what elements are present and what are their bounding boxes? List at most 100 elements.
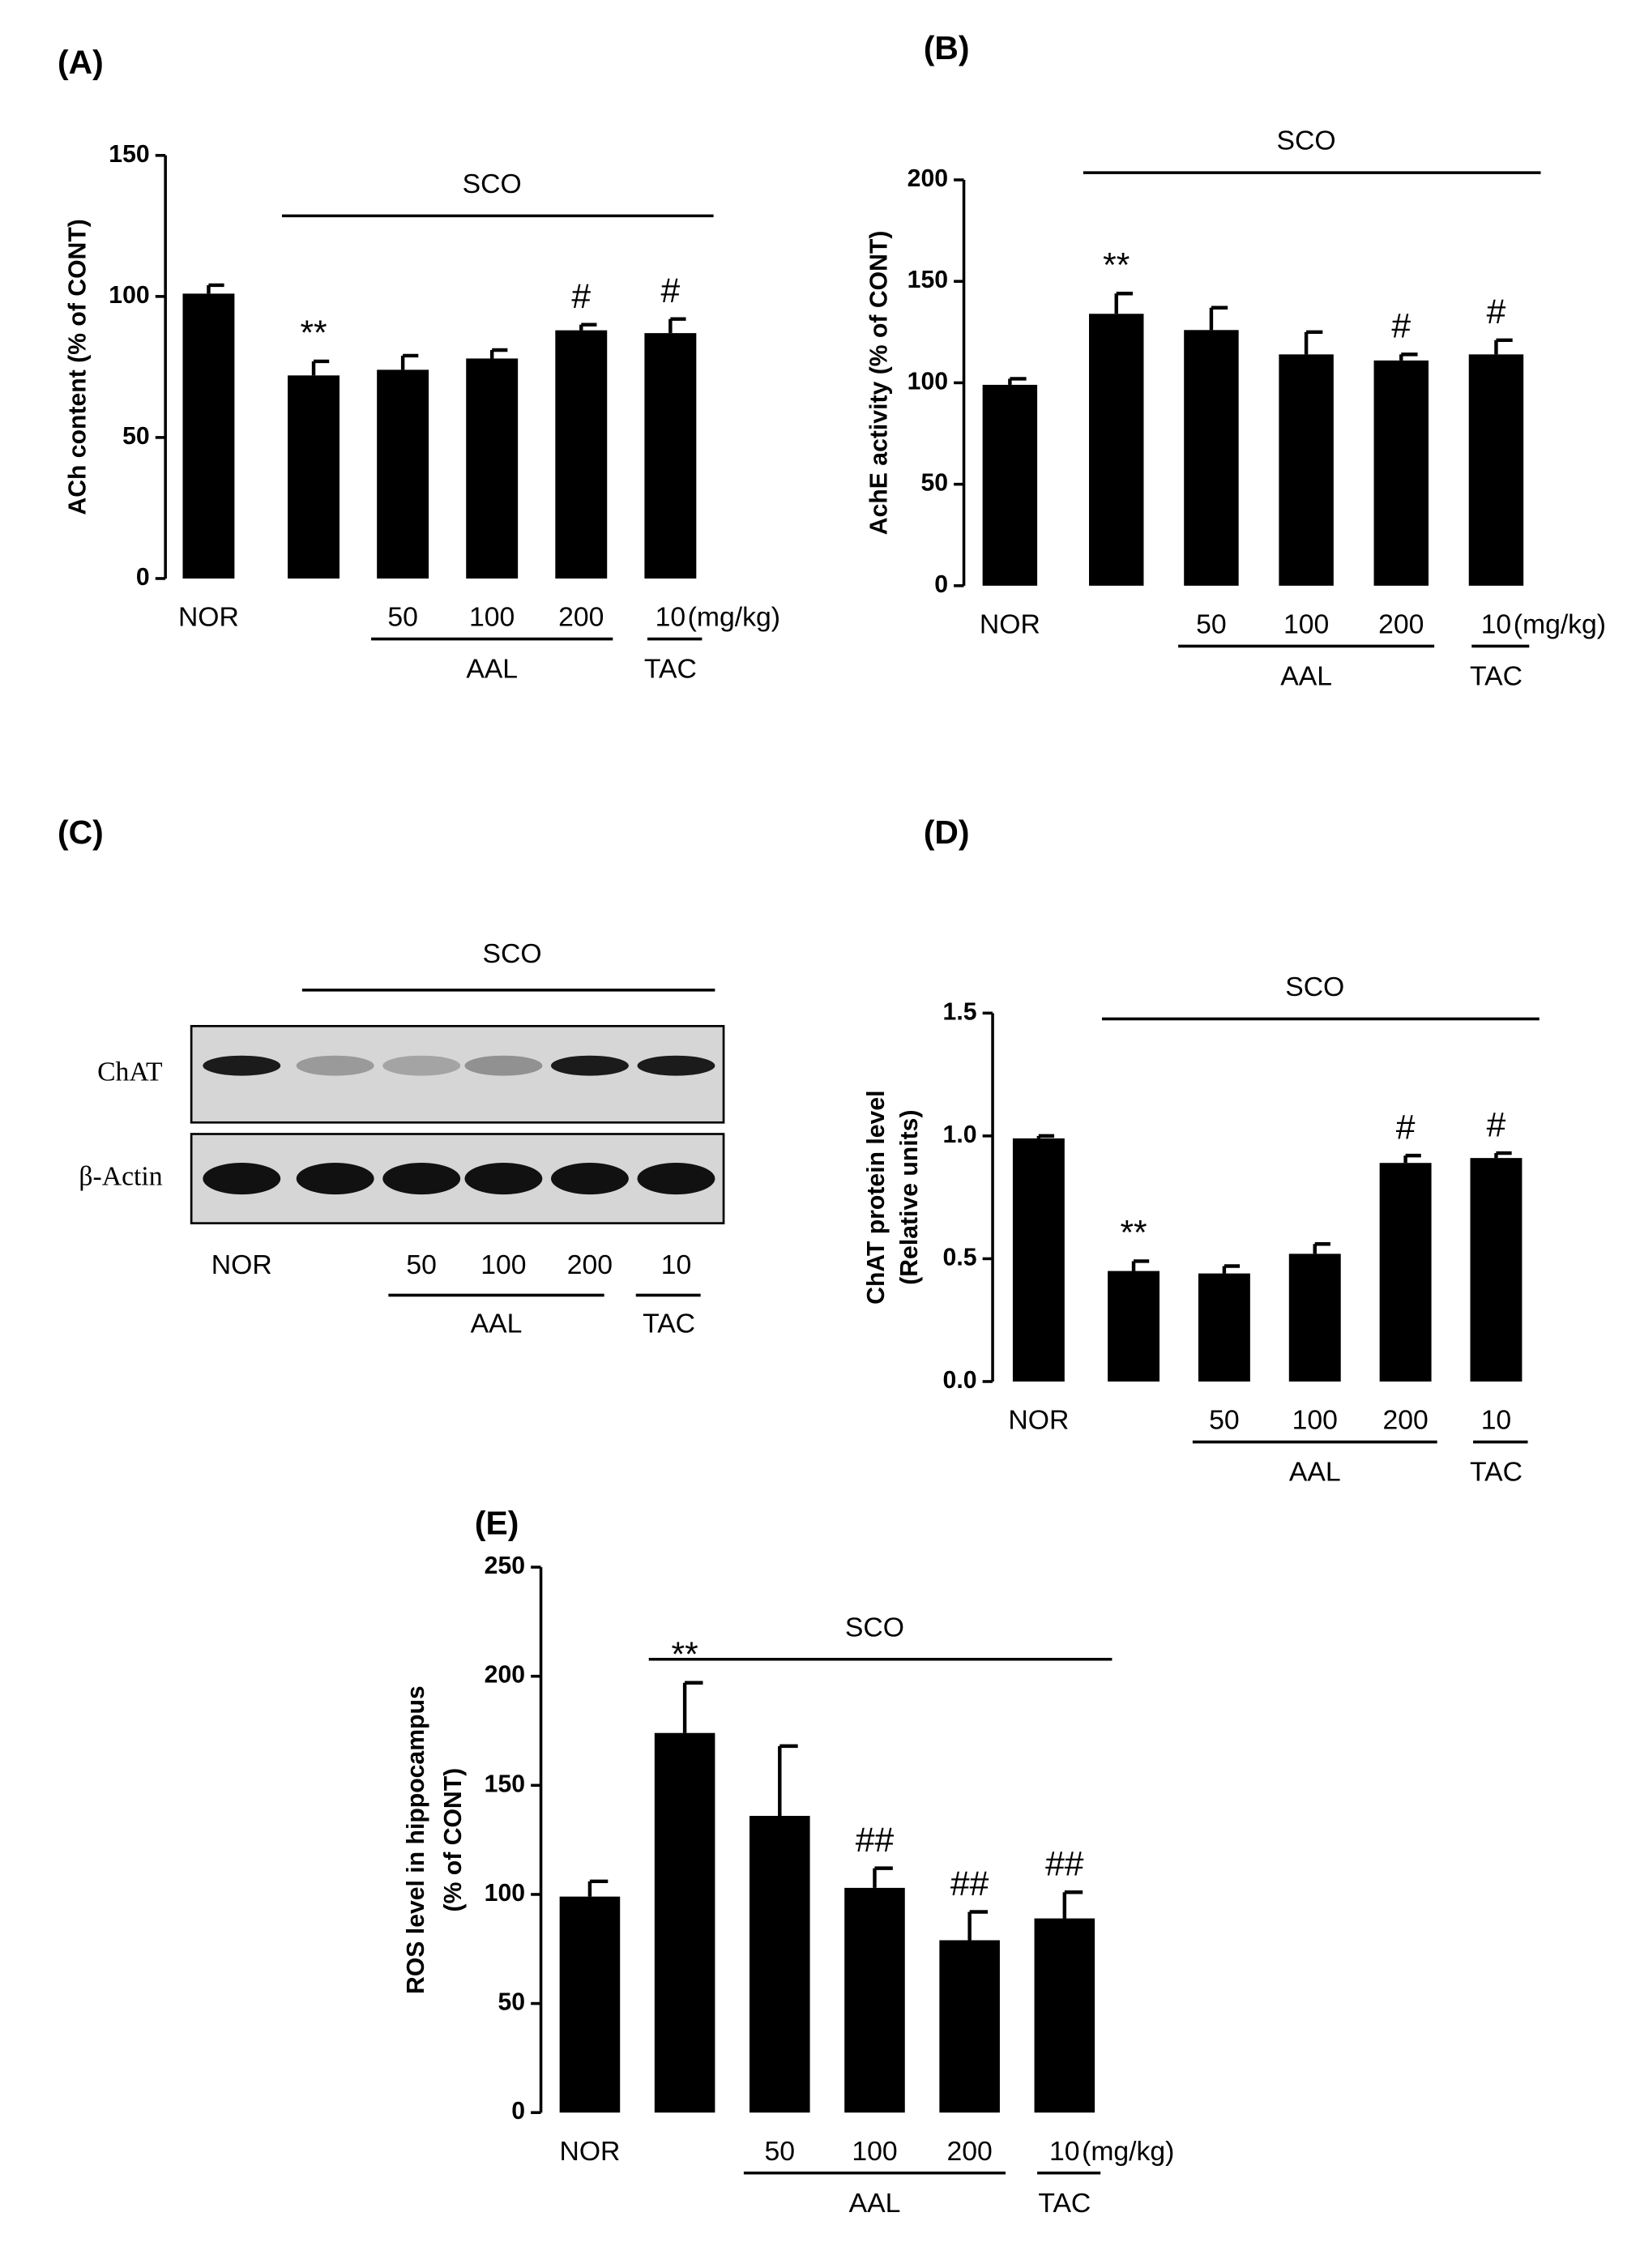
- bar: [1379, 1163, 1432, 1382]
- blot-band: [550, 1055, 629, 1076]
- significance: #: [571, 277, 591, 316]
- blot-band: [382, 1055, 461, 1076]
- group-label: TAC: [1470, 1457, 1523, 1488]
- y-axis-label: ChAT protein level: [863, 1090, 890, 1304]
- panel-label: (C): [58, 814, 104, 851]
- group-label: AAL: [1280, 660, 1332, 691]
- y-axis-label: ROS level in hippocampus: [403, 1685, 429, 1994]
- group-label: TAC: [1038, 2188, 1091, 2219]
- significance: #: [1391, 307, 1411, 346]
- group-label: SCO: [1285, 972, 1344, 1002]
- x-tick-label: 50: [1209, 1405, 1240, 1436]
- blot-band: [550, 1163, 629, 1195]
- y-tick-label: 250: [485, 1553, 525, 1579]
- bar: [1034, 1918, 1095, 2113]
- y-tick-label: 1.5: [943, 998, 977, 1025]
- bar: [1279, 354, 1334, 586]
- significance: #: [1487, 293, 1506, 331]
- bar: [1108, 1271, 1160, 1382]
- x-tick-label: 10: [1049, 2136, 1080, 2167]
- x-tick-label: 100: [852, 2136, 897, 2167]
- x-tick-label: 10: [1481, 609, 1512, 639]
- x-tick-label: 200: [947, 2136, 993, 2167]
- group-label: AAL: [466, 654, 518, 685]
- group-label: AAL: [1289, 1457, 1341, 1488]
- bar: [750, 1816, 810, 2113]
- bar: [939, 1940, 1000, 2113]
- y-axis-label: (Relative units): [896, 1109, 923, 1284]
- bar: [555, 330, 608, 579]
- x-tick-label: NOR: [178, 602, 239, 633]
- bar: [1198, 1273, 1250, 1382]
- y-tick-label: 150: [485, 1770, 525, 1797]
- blot-row-label: β-Actin: [79, 1161, 162, 1191]
- significance: ##: [1045, 1845, 1084, 1884]
- x-tick-label: 100: [1283, 609, 1329, 639]
- panel-label: (B): [924, 29, 970, 66]
- y-tick-label: 100: [908, 368, 948, 395]
- y-tick-label: 0: [136, 564, 150, 591]
- group-label: SCO: [463, 169, 522, 199]
- group-label: SCO: [483, 938, 542, 969]
- y-tick-label: 100: [109, 282, 149, 309]
- panel-label: (D): [924, 814, 970, 851]
- bar: [1012, 1138, 1065, 1382]
- panel-label: (A): [58, 44, 104, 81]
- x-tick-label: 10: [656, 602, 686, 633]
- bar: [1089, 314, 1144, 586]
- x-tick-label: 50: [387, 602, 418, 633]
- significance: #: [1487, 1105, 1506, 1144]
- bar: [844, 1887, 905, 2113]
- significance: ##: [950, 1864, 989, 1903]
- y-tick-label: 50: [920, 470, 948, 497]
- y-tick-label: 150: [109, 141, 149, 168]
- blot-band: [296, 1163, 374, 1195]
- bar: [1184, 330, 1239, 586]
- lane-label: 10: [661, 1249, 692, 1280]
- x-tick-label: NOR: [980, 609, 1040, 639]
- blot-row-label: ChAT: [97, 1057, 163, 1087]
- significance: #: [661, 271, 681, 310]
- significance: #: [1396, 1108, 1416, 1147]
- y-tick-label: 0: [511, 2098, 525, 2125]
- lane-label: NOR: [211, 1249, 272, 1280]
- group-label: TAC: [643, 1309, 695, 1339]
- bar: [288, 375, 340, 579]
- blot-band: [382, 1163, 461, 1195]
- bar: [377, 369, 429, 579]
- y-tick-label: 200: [908, 165, 948, 192]
- y-axis-label: (% of CONT): [440, 1768, 467, 1912]
- significance: **: [1120, 1214, 1147, 1253]
- x-tick-label: 200: [558, 602, 604, 633]
- x-tick-label: 50: [1196, 609, 1227, 639]
- group-label: SCO: [1277, 126, 1336, 156]
- blot-band: [296, 1055, 374, 1076]
- bar: [1373, 360, 1429, 586]
- bar: [559, 1896, 621, 2113]
- y-tick-label: 200: [485, 1662, 525, 1689]
- significance: ##: [856, 1821, 895, 1860]
- y-tick-label: 0.5: [943, 1244, 977, 1271]
- group-label: SCO: [845, 1612, 904, 1642]
- panel-label: (E): [475, 1504, 519, 1541]
- blot-band: [203, 1055, 281, 1076]
- bar: [466, 358, 519, 579]
- y-tick-label: 100: [485, 1880, 525, 1907]
- unit-label: (mg/kg): [1514, 609, 1606, 639]
- blot-band: [203, 1163, 281, 1195]
- bar: [1468, 354, 1524, 586]
- x-tick-label: 50: [765, 2136, 796, 2167]
- x-tick-label: 200: [1378, 609, 1424, 639]
- y-axis-label: AchE activity (% of CONT): [866, 231, 893, 536]
- y-axis-label: ACh content (% of CONT): [65, 219, 92, 515]
- lane-label: 100: [480, 1249, 526, 1280]
- y-tick-label: 0: [934, 571, 948, 598]
- x-tick-label: 10: [1481, 1405, 1512, 1436]
- bar: [182, 293, 235, 579]
- x-tick-label: NOR: [559, 2136, 620, 2167]
- y-tick-label: 1.0: [943, 1121, 977, 1148]
- blot-band: [464, 1163, 543, 1195]
- significance: **: [672, 1635, 698, 1674]
